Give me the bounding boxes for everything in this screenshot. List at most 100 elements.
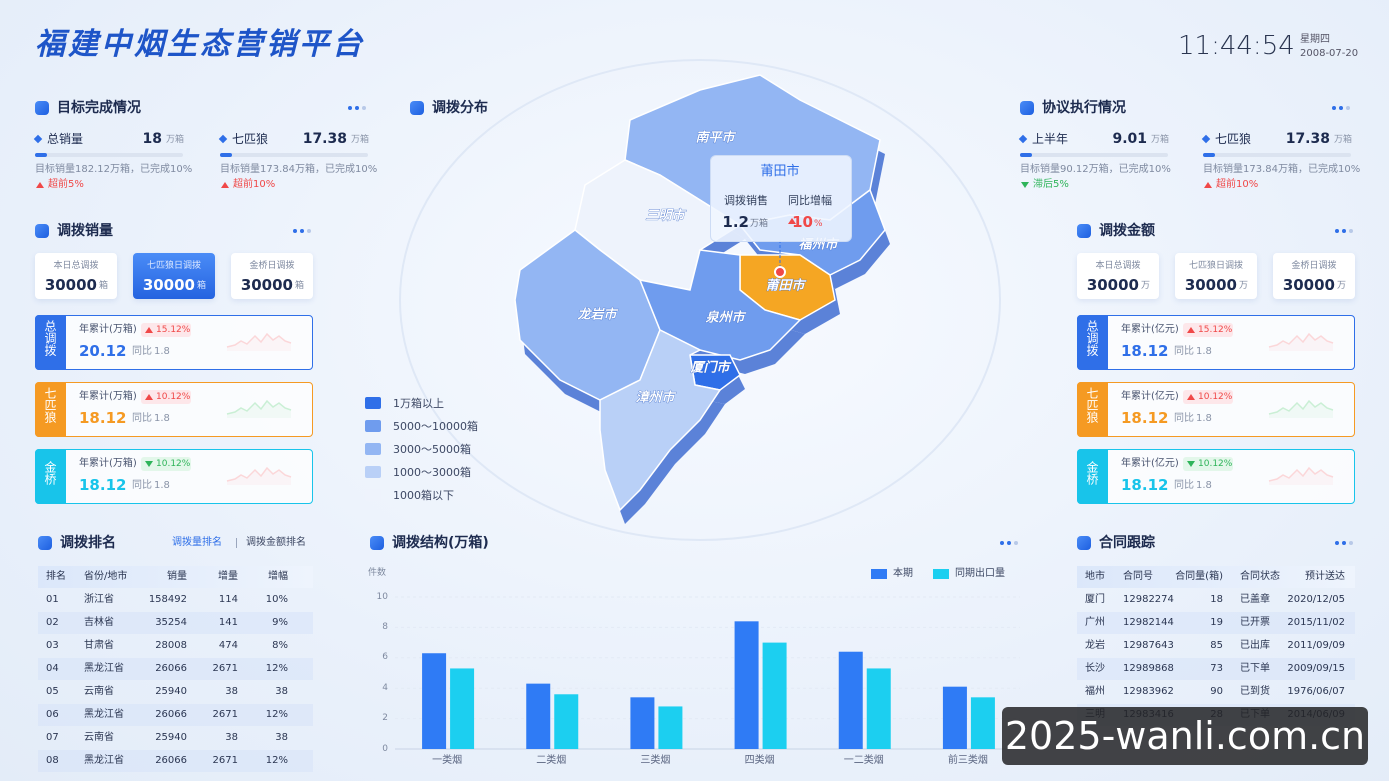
goal-value: 9.01 — [1112, 131, 1147, 147]
date: 2008-07-20 — [1300, 48, 1359, 59]
tab[interactable] — [1175, 253, 1257, 299]
table-cell: 12983962 — [1123, 686, 1174, 697]
table-cell: 2671 — [212, 709, 238, 720]
tab-value: 30000 — [240, 275, 293, 294]
tab-value: 30000 — [1282, 275, 1335, 294]
legend-swatch — [365, 443, 381, 455]
popup-value: 1.2 — [722, 212, 749, 231]
dot — [1349, 541, 1353, 545]
popup-city: 莆田市 — [760, 163, 800, 179]
yoy-value: 1.8 — [1196, 346, 1212, 357]
table-cell: 38 — [225, 732, 238, 743]
up-arrow — [221, 182, 229, 188]
rank-tab-active[interactable]: 调拨量排名 — [172, 537, 222, 548]
goal-name: 总销量 — [47, 132, 84, 146]
yoy-label: 同比 — [132, 413, 152, 424]
table-cell: 05 — [46, 686, 59, 697]
table-cell: 2009/09/15 — [1287, 663, 1345, 674]
bar — [734, 621, 759, 749]
card-name: 金桥 — [1085, 461, 1099, 485]
change-text: 10.12% — [156, 391, 191, 402]
tab-value: 30000 — [44, 275, 97, 294]
table-cell: 甘肃省 — [84, 640, 114, 651]
goal-trend: 滞后5% — [1033, 179, 1069, 190]
table-cell: 厦门 — [1085, 594, 1105, 605]
card-strip — [1077, 315, 1108, 370]
tab-value: 30000 — [1184, 275, 1237, 294]
table-cell: 25940 — [155, 686, 187, 697]
panel-title: 协议执行情况 — [1042, 100, 1126, 116]
table-cell: 38 — [225, 686, 238, 697]
up-arrow — [1187, 327, 1195, 333]
dot — [1007, 541, 1011, 545]
bar — [554, 694, 579, 749]
table-cell: 26066 — [155, 755, 187, 766]
tab[interactable] — [1273, 253, 1355, 299]
card-name: 金桥 — [43, 461, 57, 485]
change-text: 15.12% — [1198, 324, 1233, 335]
dot — [1000, 541, 1004, 545]
table-cell: 已下单 — [1240, 663, 1270, 674]
city-label: 三明市 — [645, 208, 686, 224]
dot — [1335, 541, 1339, 545]
bar — [658, 706, 683, 749]
legend-swatch — [365, 397, 381, 409]
tab-label: 本日总调拨 — [1095, 260, 1141, 271]
map-region — [599, 328, 722, 512]
tab[interactable] — [1077, 253, 1159, 299]
goal-note: 目标销量182.12万箱，已完成10% — [35, 164, 193, 175]
table-cell: 35254 — [155, 617, 187, 628]
card-value: 18.12 — [1121, 408, 1169, 427]
table-cell: 85 — [1210, 640, 1223, 651]
watermark: 2025-wanli.com.cn — [1004, 714, 1366, 758]
tab[interactable] — [35, 253, 117, 299]
legend-swatch — [871, 569, 887, 579]
tab-label: 本日总调拨 — [53, 260, 99, 271]
y-tick-label: 6 — [382, 652, 388, 663]
y-tick-label: 2 — [382, 713, 388, 724]
table-cell: 12989868 — [1123, 663, 1174, 674]
change-text: 10.12% — [1198, 458, 1233, 469]
card-label: 年累计(亿元) — [1121, 324, 1179, 335]
heading-icon — [1020, 101, 1034, 115]
tab-active[interactable] — [133, 253, 215, 299]
row-stripe — [1077, 612, 1355, 634]
card-strip — [35, 382, 66, 437]
tab-separator — [236, 538, 237, 548]
table-cell: 12% — [265, 663, 288, 674]
card-value: 18.12 — [1121, 341, 1169, 360]
card — [1077, 449, 1355, 504]
table-cell: 02 — [46, 617, 59, 628]
table-cell: 云南省 — [84, 686, 114, 697]
progress-track — [1203, 153, 1351, 157]
tab-unit: 箱 — [295, 280, 305, 291]
down-arrow — [1187, 461, 1195, 467]
table-cell: 12% — [265, 755, 288, 766]
panel-title: 调拨金额 — [1099, 223, 1155, 239]
row-stripe — [38, 658, 313, 680]
watermark-bg — [1002, 707, 1368, 765]
heading-icon — [35, 101, 49, 115]
tab[interactable] — [231, 253, 313, 299]
dot — [1014, 541, 1018, 545]
goal-trend: 超前10% — [233, 179, 276, 190]
table-cell: 已到货 — [1240, 686, 1270, 697]
table-cell: 2011/09/09 — [1287, 640, 1345, 651]
table-header-bg — [38, 566, 313, 588]
city-label: 漳州市 — [635, 390, 676, 406]
change-badge — [1183, 457, 1233, 471]
change-badge — [141, 457, 191, 471]
card-value: 18.12 — [1121, 475, 1169, 494]
up-arrow — [145, 394, 153, 400]
table-cell: 38 — [275, 732, 288, 743]
goal-value: 17.38 — [1285, 131, 1330, 147]
heading-icon — [38, 536, 52, 550]
table-cell: 141 — [218, 617, 238, 628]
heading-icon — [1077, 536, 1091, 550]
progress-track — [35, 153, 183, 157]
rank-tab[interactable]: 调拨金额排名 — [246, 537, 306, 548]
table-head: 增量 — [218, 571, 238, 582]
row-stripe — [1077, 658, 1355, 680]
table-cell: 2671 — [212, 663, 238, 674]
